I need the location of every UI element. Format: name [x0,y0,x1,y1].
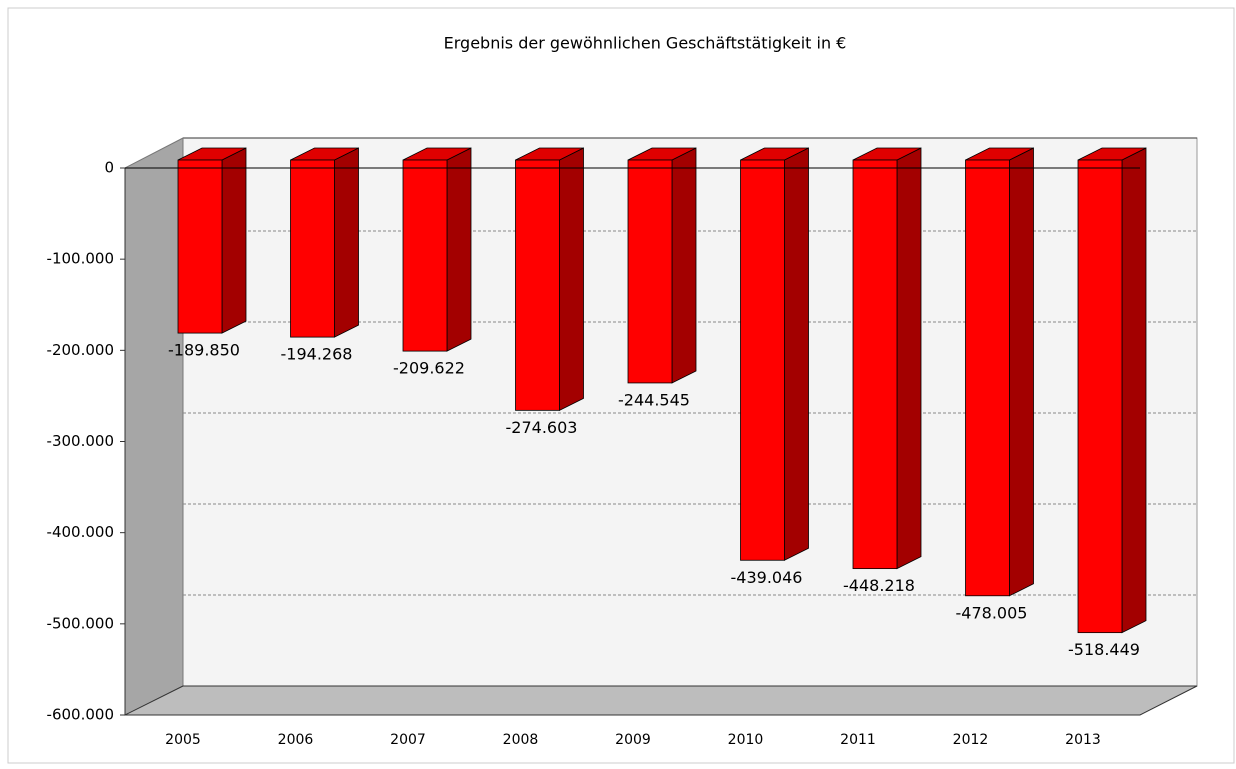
x-tick-label: 2006 [278,732,314,748]
y-tick-label: -600.000 [47,706,114,724]
x-tick-label: 2005 [165,732,201,748]
value-label: -518.449 [1068,640,1140,659]
y-tick-label: 0 [104,159,114,177]
bar-side [671,147,697,384]
side-wall [124,137,184,716]
y-tick-label: -200.000 [47,341,114,359]
bar-side [446,147,472,352]
x-tick-label: 2009 [615,732,651,748]
bar [740,159,785,561]
x-tick-label: 2013 [1065,732,1101,748]
value-label: -478.005 [956,603,1028,622]
bar [515,159,560,411]
value-label: -194.268 [281,345,353,364]
y-tick-label: -400.000 [47,523,114,541]
bar-side [1009,147,1034,597]
x-tick-label: 2008 [503,732,539,748]
x-tick-label: 2011 [840,732,876,748]
x-tick-label: 2007 [390,732,426,748]
bar [852,159,898,570]
y-tick-label: -500.000 [47,614,114,632]
value-label: -274.603 [506,418,578,437]
bar [177,159,223,334]
bar-side [559,147,584,411]
bar-side [784,147,809,561]
y-tick-label: -100.000 [47,250,114,268]
bar-side [1121,147,1147,634]
y-tick-label: -300.000 [47,432,114,450]
x-tick-label: 2010 [728,732,764,748]
value-label: -439.046 [731,568,803,587]
bar-side [896,147,922,570]
floor [124,685,1198,716]
value-label: -448.218 [843,576,915,595]
bar [965,159,1010,597]
bar [627,159,673,384]
bar [290,159,335,338]
value-label: -244.545 [618,390,690,409]
x-tick-label: 2012 [953,732,989,748]
value-label: -189.850 [168,341,240,360]
bar-side [334,147,359,338]
bar [1077,159,1123,634]
bar [402,159,448,352]
bar-side [221,147,247,334]
value-label: -209.622 [393,359,465,378]
chart-title: Ergebnis der gewöhnlichen Geschäftstätig… [444,34,847,53]
